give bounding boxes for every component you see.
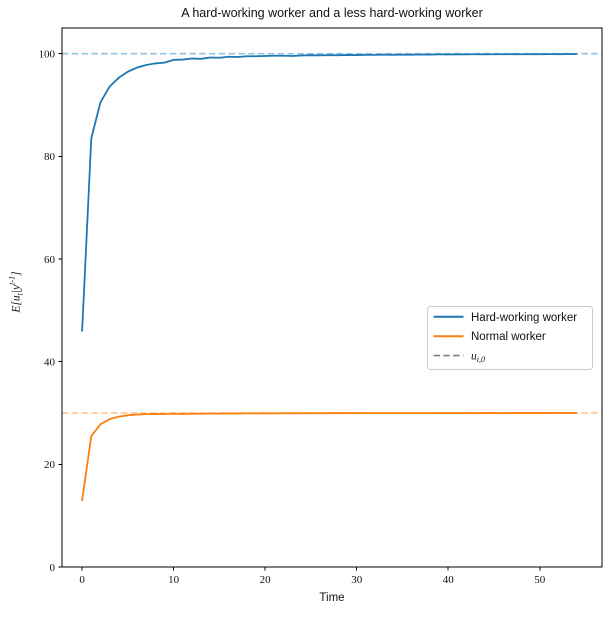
y-tick-label: 20	[44, 459, 56, 471]
legend: Hard-working worker Normal worker ui,0	[427, 306, 593, 370]
x-tick-label: 10	[168, 574, 180, 586]
x-tick-label: 30	[351, 574, 363, 586]
legend-label: ui,0	[471, 351, 485, 365]
y-axis-label: E[ut|yt-1]	[7, 271, 25, 313]
series-line-hard-working-worker	[81, 53, 578, 332]
plot-frame	[61, 27, 603, 568]
y-tick-label: 0	[50, 562, 56, 574]
legend-label: Hard-working worker	[471, 312, 577, 324]
y-tick-label: 60	[44, 254, 56, 266]
x-tick-label: 50	[534, 574, 546, 586]
x-tick-label: 40	[443, 574, 455, 586]
legend-label: Normal worker	[471, 331, 546, 343]
series-line-normal-worker	[81, 412, 578, 502]
legend-box	[427, 306, 593, 370]
x-tick-label: 0	[79, 574, 85, 586]
y-tick-label: 40	[44, 356, 56, 368]
chart-title: A hard-working worker and a less hard-wo…	[181, 6, 483, 20]
y-tick-label: 100	[39, 48, 56, 60]
y-tick-label: 80	[44, 151, 56, 163]
x-tick-label: 20	[260, 574, 272, 586]
x-axis-label: Time	[319, 592, 345, 604]
